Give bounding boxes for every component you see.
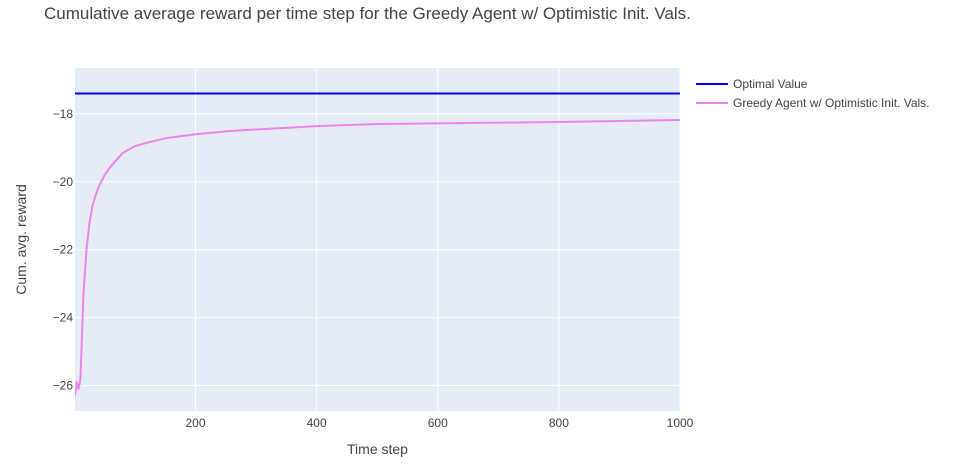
- legend-item[interactable]: Greedy Agent w/ Optimistic Init. Vals.: [696, 96, 930, 110]
- legend-item[interactable]: Optimal Value: [696, 77, 808, 91]
- legend[interactable]: Optimal Value Greedy Agent w/ Optimistic …: [696, 77, 930, 110]
- x-tick-label: 200: [185, 416, 205, 430]
- y-tick-label: −26: [53, 379, 74, 393]
- y-tick-label: −22: [53, 243, 74, 257]
- y-tick-label: −24: [53, 311, 74, 325]
- x-tick-label: 1000: [667, 416, 694, 430]
- chart-title: Cumulative average reward per time step …: [44, 4, 691, 23]
- y-tick-label: −20: [53, 175, 74, 189]
- x-tick-labels: 200 400 600 800 1000: [185, 416, 693, 430]
- x-tick-label: 400: [307, 416, 327, 430]
- x-tick-label: 600: [428, 416, 448, 430]
- x-tick-label: 800: [549, 416, 569, 430]
- plot-area: [75, 68, 680, 411]
- series-layer: [75, 92, 680, 396]
- legend-label: Optimal Value: [733, 77, 808, 91]
- y-tick-label: −18: [53, 107, 74, 121]
- legend-label: Greedy Agent w/ Optimistic Init. Vals.: [733, 96, 930, 110]
- x-axis-title: Time step: [347, 441, 408, 457]
- y-tick-labels: −26 −24 −22 −20 −18: [53, 107, 74, 393]
- y-axis-title: Cum. avg. reward: [13, 184, 29, 294]
- gridlines: [75, 68, 681, 411]
- series-line-1: [75, 118, 680, 396]
